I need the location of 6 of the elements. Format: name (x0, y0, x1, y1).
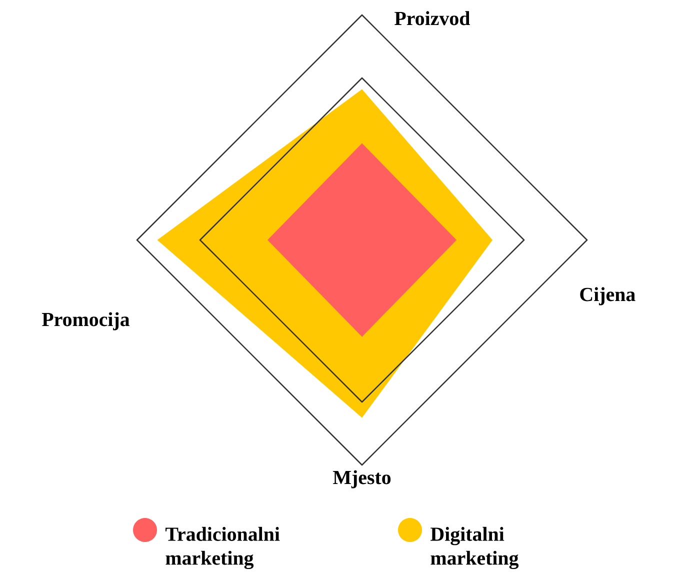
legend-label: Digitalni marketing (430, 526, 519, 570)
spoke-label: Proizvod (394, 11, 470, 26)
spoke-label: Mjesto (333, 470, 391, 488)
spoke-label: Cijena (580, 287, 636, 306)
legend-label: Tradicionalni marketing (166, 526, 280, 570)
spoke-label: Promocija (42, 312, 130, 330)
